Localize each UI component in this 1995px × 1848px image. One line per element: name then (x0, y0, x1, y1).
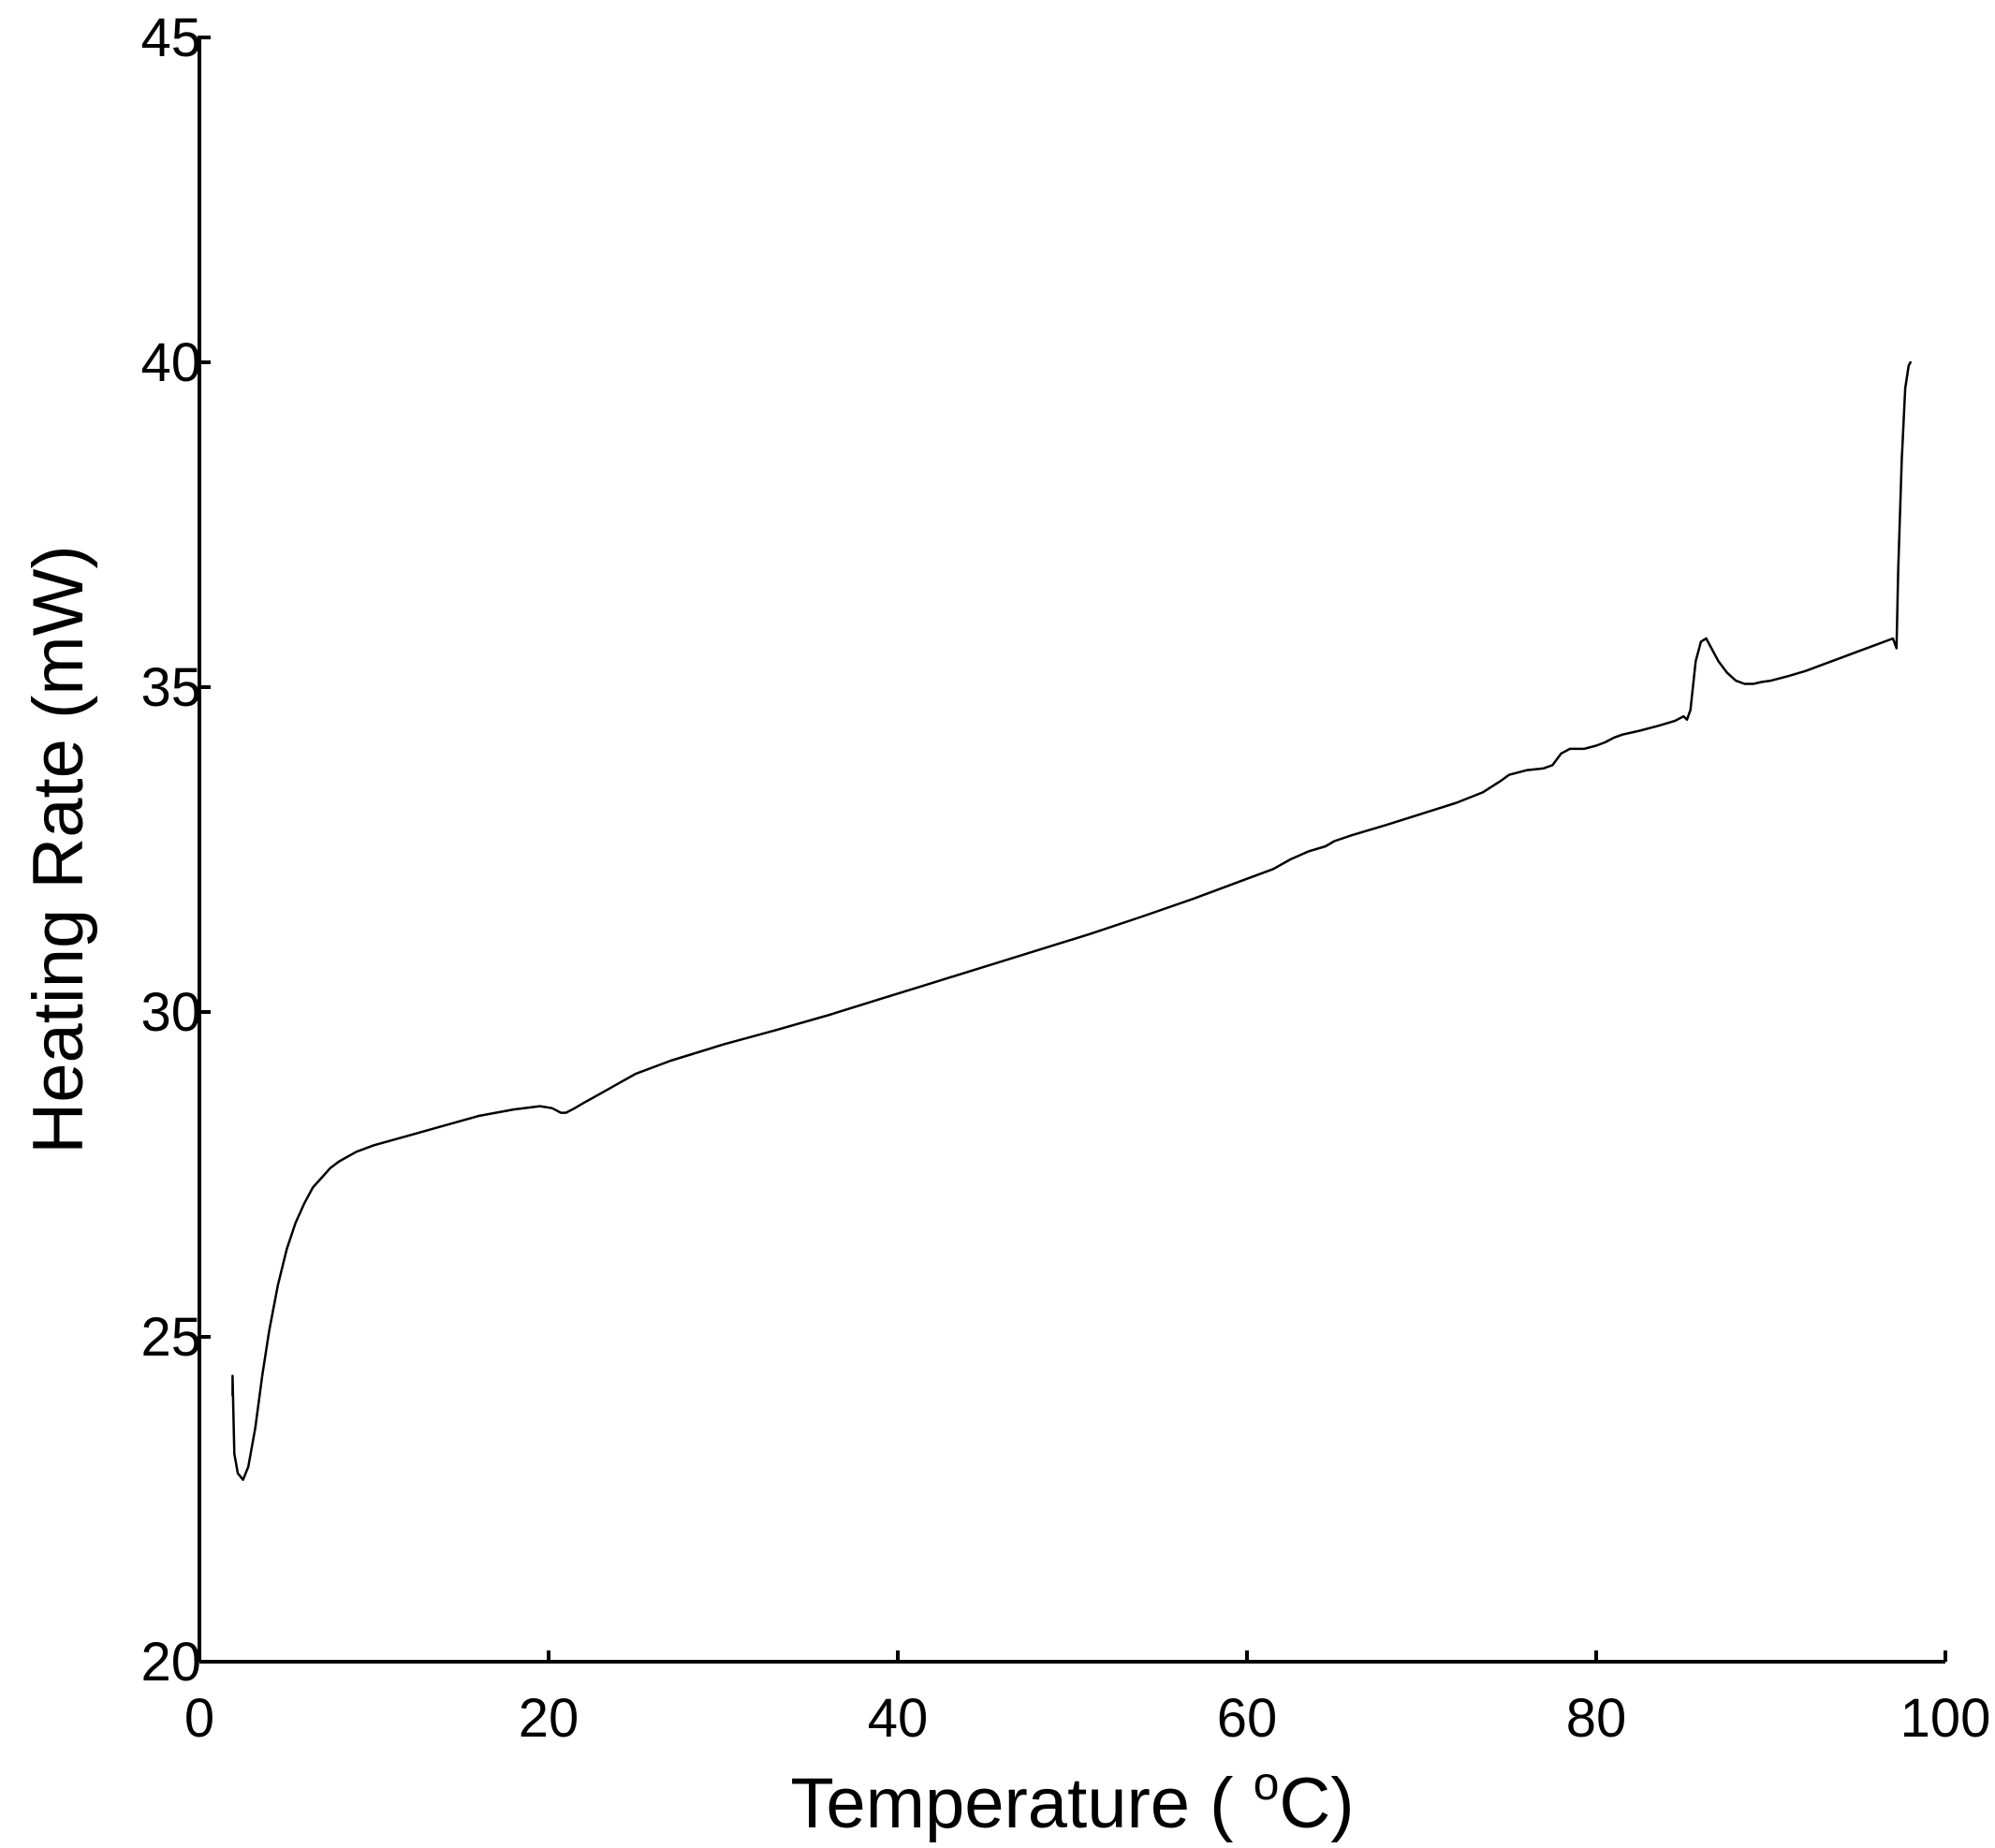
y-tick-label: 20 (140, 1632, 201, 1693)
y-axis-title: Heating Rate (mW) (19, 545, 98, 1153)
y-tick-label: 40 (140, 332, 201, 393)
x-axis-ticks: 0 20 40 60 80 100 (184, 1650, 1991, 1749)
y-tick-label: 30 (140, 982, 201, 1043)
x-tick-label: 100 (1900, 1688, 1991, 1749)
x-axis-title-prefix: Temperature ( (790, 1764, 1253, 1843)
x-tick-label: 80 (1566, 1688, 1627, 1749)
x-tick-label: 0 (184, 1688, 214, 1749)
x-tick-label: 60 (1217, 1688, 1278, 1749)
heating-rate-series-line (231, 360, 1912, 1481)
y-tick-label: 45 (140, 7, 201, 68)
x-axis-title: Temperature ( oC) (790, 1757, 1354, 1843)
x-axis-title-suffix: C) (1279, 1764, 1354, 1843)
x-tick-label: 40 (868, 1688, 929, 1749)
y-tick-label: 35 (140, 657, 201, 718)
x-tick-label: 20 (519, 1688, 579, 1749)
x-axis-title-degree: o (1254, 1757, 1280, 1810)
axes (198, 36, 1945, 1664)
y-axis-ticks: 20 25 30 35 40 45 (140, 7, 211, 1693)
y-tick-label: 25 (140, 1307, 201, 1368)
